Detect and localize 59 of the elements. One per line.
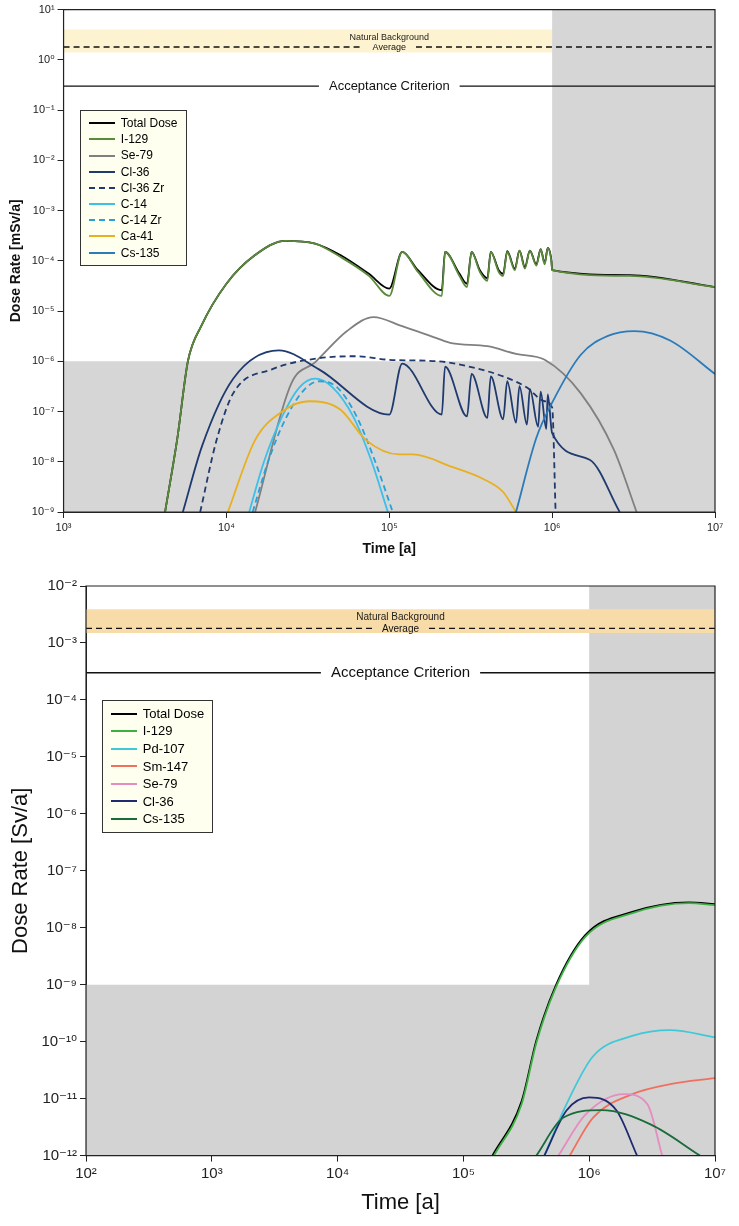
y-tick-label: 10⁻³ — [47, 633, 78, 651]
x-tick-label: 10² — [75, 1163, 97, 1181]
y-tick-label: 10⁻⁷ — [46, 860, 78, 878]
y-tick-label: 10⁻⁹ — [31, 505, 55, 518]
y-tick-label: 10⁻⁵ — [46, 747, 78, 765]
y-tick-label: 10⁻⁸ — [46, 917, 78, 935]
band-label: Natural Background — [349, 32, 430, 43]
y-tick-label: 10⁰ — [37, 52, 56, 65]
x-tick-label: 10⁵ — [451, 1163, 475, 1181]
legend-label: Cs-135 — [142, 810, 185, 828]
y-tick-label: 10⁻² — [47, 576, 78, 594]
y-tick-label: 10⁻³ — [32, 203, 55, 216]
band-label: Natural Background — [356, 611, 445, 623]
legend-label: Cl-36 Zr — [120, 179, 165, 197]
y-tick-label: 10⁻⁶ — [46, 803, 78, 821]
y-tick-label: 10⁻⁴ — [31, 253, 55, 266]
legend-label: C-14 Zr — [120, 212, 162, 229]
legend-label: Se-79 — [120, 147, 153, 164]
y-tick-label: 10⁻¹ — [32, 103, 55, 116]
x-tick-label: 10⁶ — [543, 520, 561, 533]
x-tick-label: 10⁷ — [703, 1163, 727, 1181]
legend-label: Cl-36 — [120, 163, 150, 180]
y-tick-label: 10¹ — [38, 2, 55, 15]
ref-line-label: Acceptance Criterion — [330, 662, 471, 680]
ref-line-label: Average — [372, 42, 406, 53]
legend-label: I-129 — [120, 131, 149, 148]
x-tick-label: 10³ — [55, 520, 72, 533]
x-tick-label: 10⁴ — [326, 1163, 350, 1181]
y-axis-title: Dose Rate [mSv/a] — [7, 199, 24, 323]
x-tick-label: 10⁴ — [217, 520, 236, 533]
y-tick-label: 10⁻⁹ — [45, 974, 78, 992]
x-tick-label: 10⁶ — [577, 1163, 601, 1181]
y-tick-label: 10⁻⁵ — [31, 304, 55, 317]
legend-label: Cs-135 — [120, 244, 160, 261]
ref-line-label: Acceptance Criterion — [328, 77, 450, 93]
x-tick-label: 10³ — [200, 1163, 223, 1181]
legend-label: Cl-36 — [142, 792, 174, 811]
legend-label: Pd-107 — [142, 740, 185, 758]
legend-label: Sm-147 — [142, 757, 189, 776]
y-tick-label: 10⁻¹¹ — [42, 1088, 78, 1106]
y-tick-label: 10⁻⁴ — [45, 690, 78, 708]
x-tick-label: 10⁵ — [380, 520, 398, 533]
ref-line-label: Average — [381, 623, 420, 635]
y-tick-label: 10⁻⁷ — [32, 404, 55, 417]
y-tick-label: 10⁻² — [32, 153, 55, 166]
y-tick-label: 10⁻⁸ — [31, 454, 55, 467]
legend-label: Se-79 — [142, 775, 178, 793]
legend-label: I-129 — [142, 722, 173, 740]
x-axis-title: Time [a] — [362, 540, 416, 557]
legend-label: Ca-41 — [120, 228, 154, 245]
y-tick-label: 10⁻¹⁰ — [41, 1031, 78, 1049]
x-axis-title: Time [a] — [361, 1188, 440, 1214]
y-axis-title: Dose Rate [Sv/a] — [7, 787, 33, 954]
y-tick-label: 10⁻¹² — [42, 1145, 78, 1163]
legend-label: Total Dose — [120, 115, 178, 132]
legend-label: Total Dose — [142, 704, 205, 723]
x-tick-label: 10⁷ — [706, 520, 724, 533]
y-tick-label: 10⁻⁶ — [31, 354, 55, 367]
legend-label: C-14 — [120, 196, 147, 213]
